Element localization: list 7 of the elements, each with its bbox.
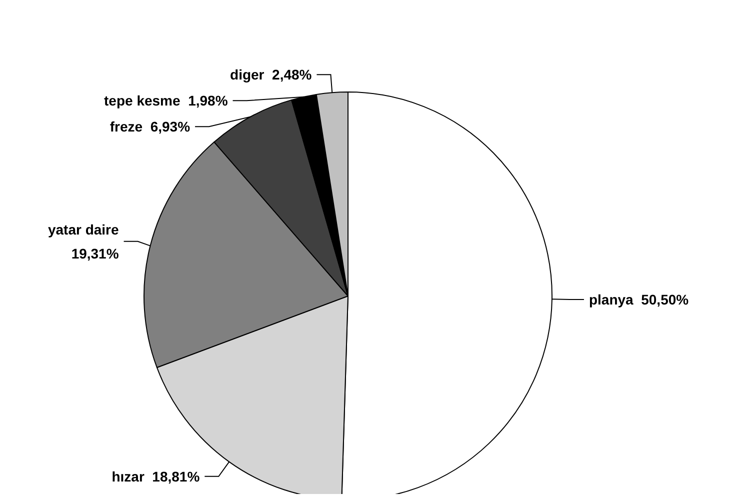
slice-label: diger 2,48% bbox=[230, 66, 312, 83]
slice-label: tepe kesme 1,98% bbox=[104, 92, 228, 109]
slice-label: hızar 18,81% bbox=[112, 468, 200, 484]
data-label: 19,31% bbox=[71, 245, 120, 262]
slice-label: planya 50,50% bbox=[588, 291, 690, 308]
slice-label: yatar daire bbox=[48, 221, 120, 238]
slice-label: freze 6,93% bbox=[110, 118, 191, 135]
